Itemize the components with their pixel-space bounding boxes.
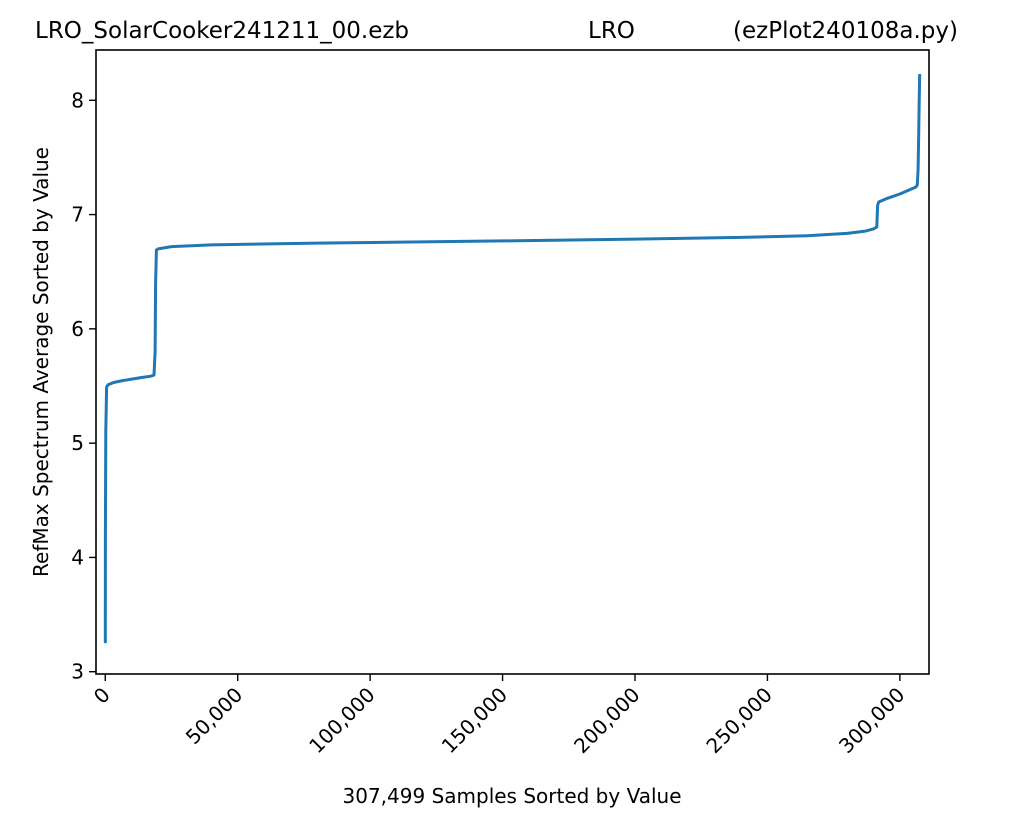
series-line [103, 73, 922, 644]
x-tick-label: 50,000 [181, 683, 247, 749]
x-tick-label: 100,000 [304, 683, 379, 758]
chart-title-station: LRO [588, 18, 635, 44]
chart-title-filename: LRO_SolarCooker241211_00.ezb [35, 18, 409, 44]
x-tick-label: 150,000 [437, 683, 512, 758]
y-tick-label: 4 [71, 545, 84, 569]
y-tick-label: 5 [71, 431, 84, 455]
x-axis-label: 307,499 Samples Sorted by Value [343, 784, 682, 808]
x-tick-label: 250,000 [702, 683, 777, 758]
y-axis-label: RefMax Spectrum Average Sorted by Value [29, 147, 53, 577]
y-tick-label: 7 [71, 203, 84, 227]
chart-title-script: (ezPlot240108a.py) [733, 18, 958, 44]
x-tick-label: 200,000 [569, 683, 644, 758]
plot-frame [95, 49, 930, 675]
x-axis-ticks: 0 50,000 100,000 150,000 200,000 250,000 300,0… [89, 674, 909, 758]
x-tick-label: 0 [89, 683, 115, 709]
y-axis-ticks: 3 4 5 6 7 8 [71, 88, 96, 684]
y-tick-label: 3 [71, 660, 84, 684]
x-tick-label: 300,000 [834, 683, 909, 758]
y-tick-label: 6 [71, 317, 84, 341]
y-tick-label: 8 [71, 88, 84, 112]
